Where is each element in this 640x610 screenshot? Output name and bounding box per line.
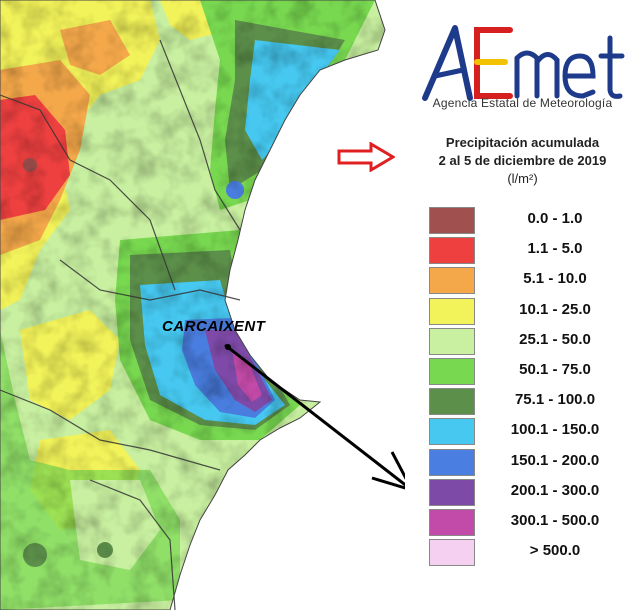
legend-label: > 500.0 xyxy=(529,542,581,560)
legend-row: 150.1 - 200.0 xyxy=(429,447,629,477)
legend-label: 5.1 - 10.0 xyxy=(523,270,587,288)
legend-swatch xyxy=(429,418,475,446)
legend-swatch xyxy=(429,357,475,385)
legend-swatch xyxy=(429,448,475,476)
legend: 0.0 - 1.0 1.1 - 5.0 5.1 - 10.0 10.1 - 25.0 2… xyxy=(429,205,629,567)
red-arrow-icon xyxy=(337,142,395,172)
legend-label: 1.1 - 5.0 xyxy=(527,240,583,258)
legend-row: 200.1 - 300.0 xyxy=(429,477,629,507)
legend-row: 10.1 - 25.0 xyxy=(429,296,629,326)
legend-swatch xyxy=(429,388,475,416)
legend-row: 50.1 - 75.0 xyxy=(429,356,629,386)
title-line2: 2 al 5 de diciembre de 2019 xyxy=(438,153,607,168)
legend-swatch xyxy=(429,478,475,506)
legend-swatch xyxy=(429,539,475,567)
legend-swatch xyxy=(429,267,475,295)
agency-name: Agencia Estatal de Meteorología xyxy=(432,96,613,110)
legend-label: 150.1 - 200.0 xyxy=(510,451,600,469)
legend-label: 300.1 - 500.0 xyxy=(510,511,600,529)
legend-panel: Agencia Estatal de Meteorología Precipit… xyxy=(337,0,640,610)
legend-label: 25.1 - 50.0 xyxy=(519,330,591,348)
precipitation-map xyxy=(0,0,405,610)
legend-row: 100.1 - 150.0 xyxy=(429,416,629,446)
title-line1: Precipitación acumulada xyxy=(445,135,600,150)
legend-row: 5.1 - 10.0 xyxy=(429,265,629,295)
legend-row: 25.1 - 50.0 xyxy=(429,326,629,356)
legend-row: 75.1 - 100.0 xyxy=(429,386,629,416)
legend-label: 100.1 - 150.0 xyxy=(510,421,600,439)
legend-swatch xyxy=(429,508,475,536)
legend-row: 0.0 - 1.0 xyxy=(429,205,629,235)
legend-row: > 500.0 xyxy=(429,537,629,567)
legend-label: 0.0 - 1.0 xyxy=(527,210,583,227)
city-label: CARCAIXENT xyxy=(162,318,266,335)
legend-row: 1.1 - 5.0 xyxy=(429,235,629,265)
title-unit: (l/m²) xyxy=(507,171,538,186)
legend-label: 50.1 - 75.0 xyxy=(519,360,591,378)
legend-swatch xyxy=(429,237,475,265)
legend-swatch xyxy=(429,207,475,234)
legend-swatch xyxy=(429,297,475,325)
legend-label: 75.1 - 100.0 xyxy=(514,391,596,409)
legend-label: 10.1 - 25.0 xyxy=(519,300,591,318)
legend-swatch xyxy=(429,327,475,355)
aemet-logo xyxy=(422,25,625,101)
legend-label: 200.1 - 300.0 xyxy=(510,481,600,499)
legend-row: 300.1 - 500.0 xyxy=(429,507,629,537)
